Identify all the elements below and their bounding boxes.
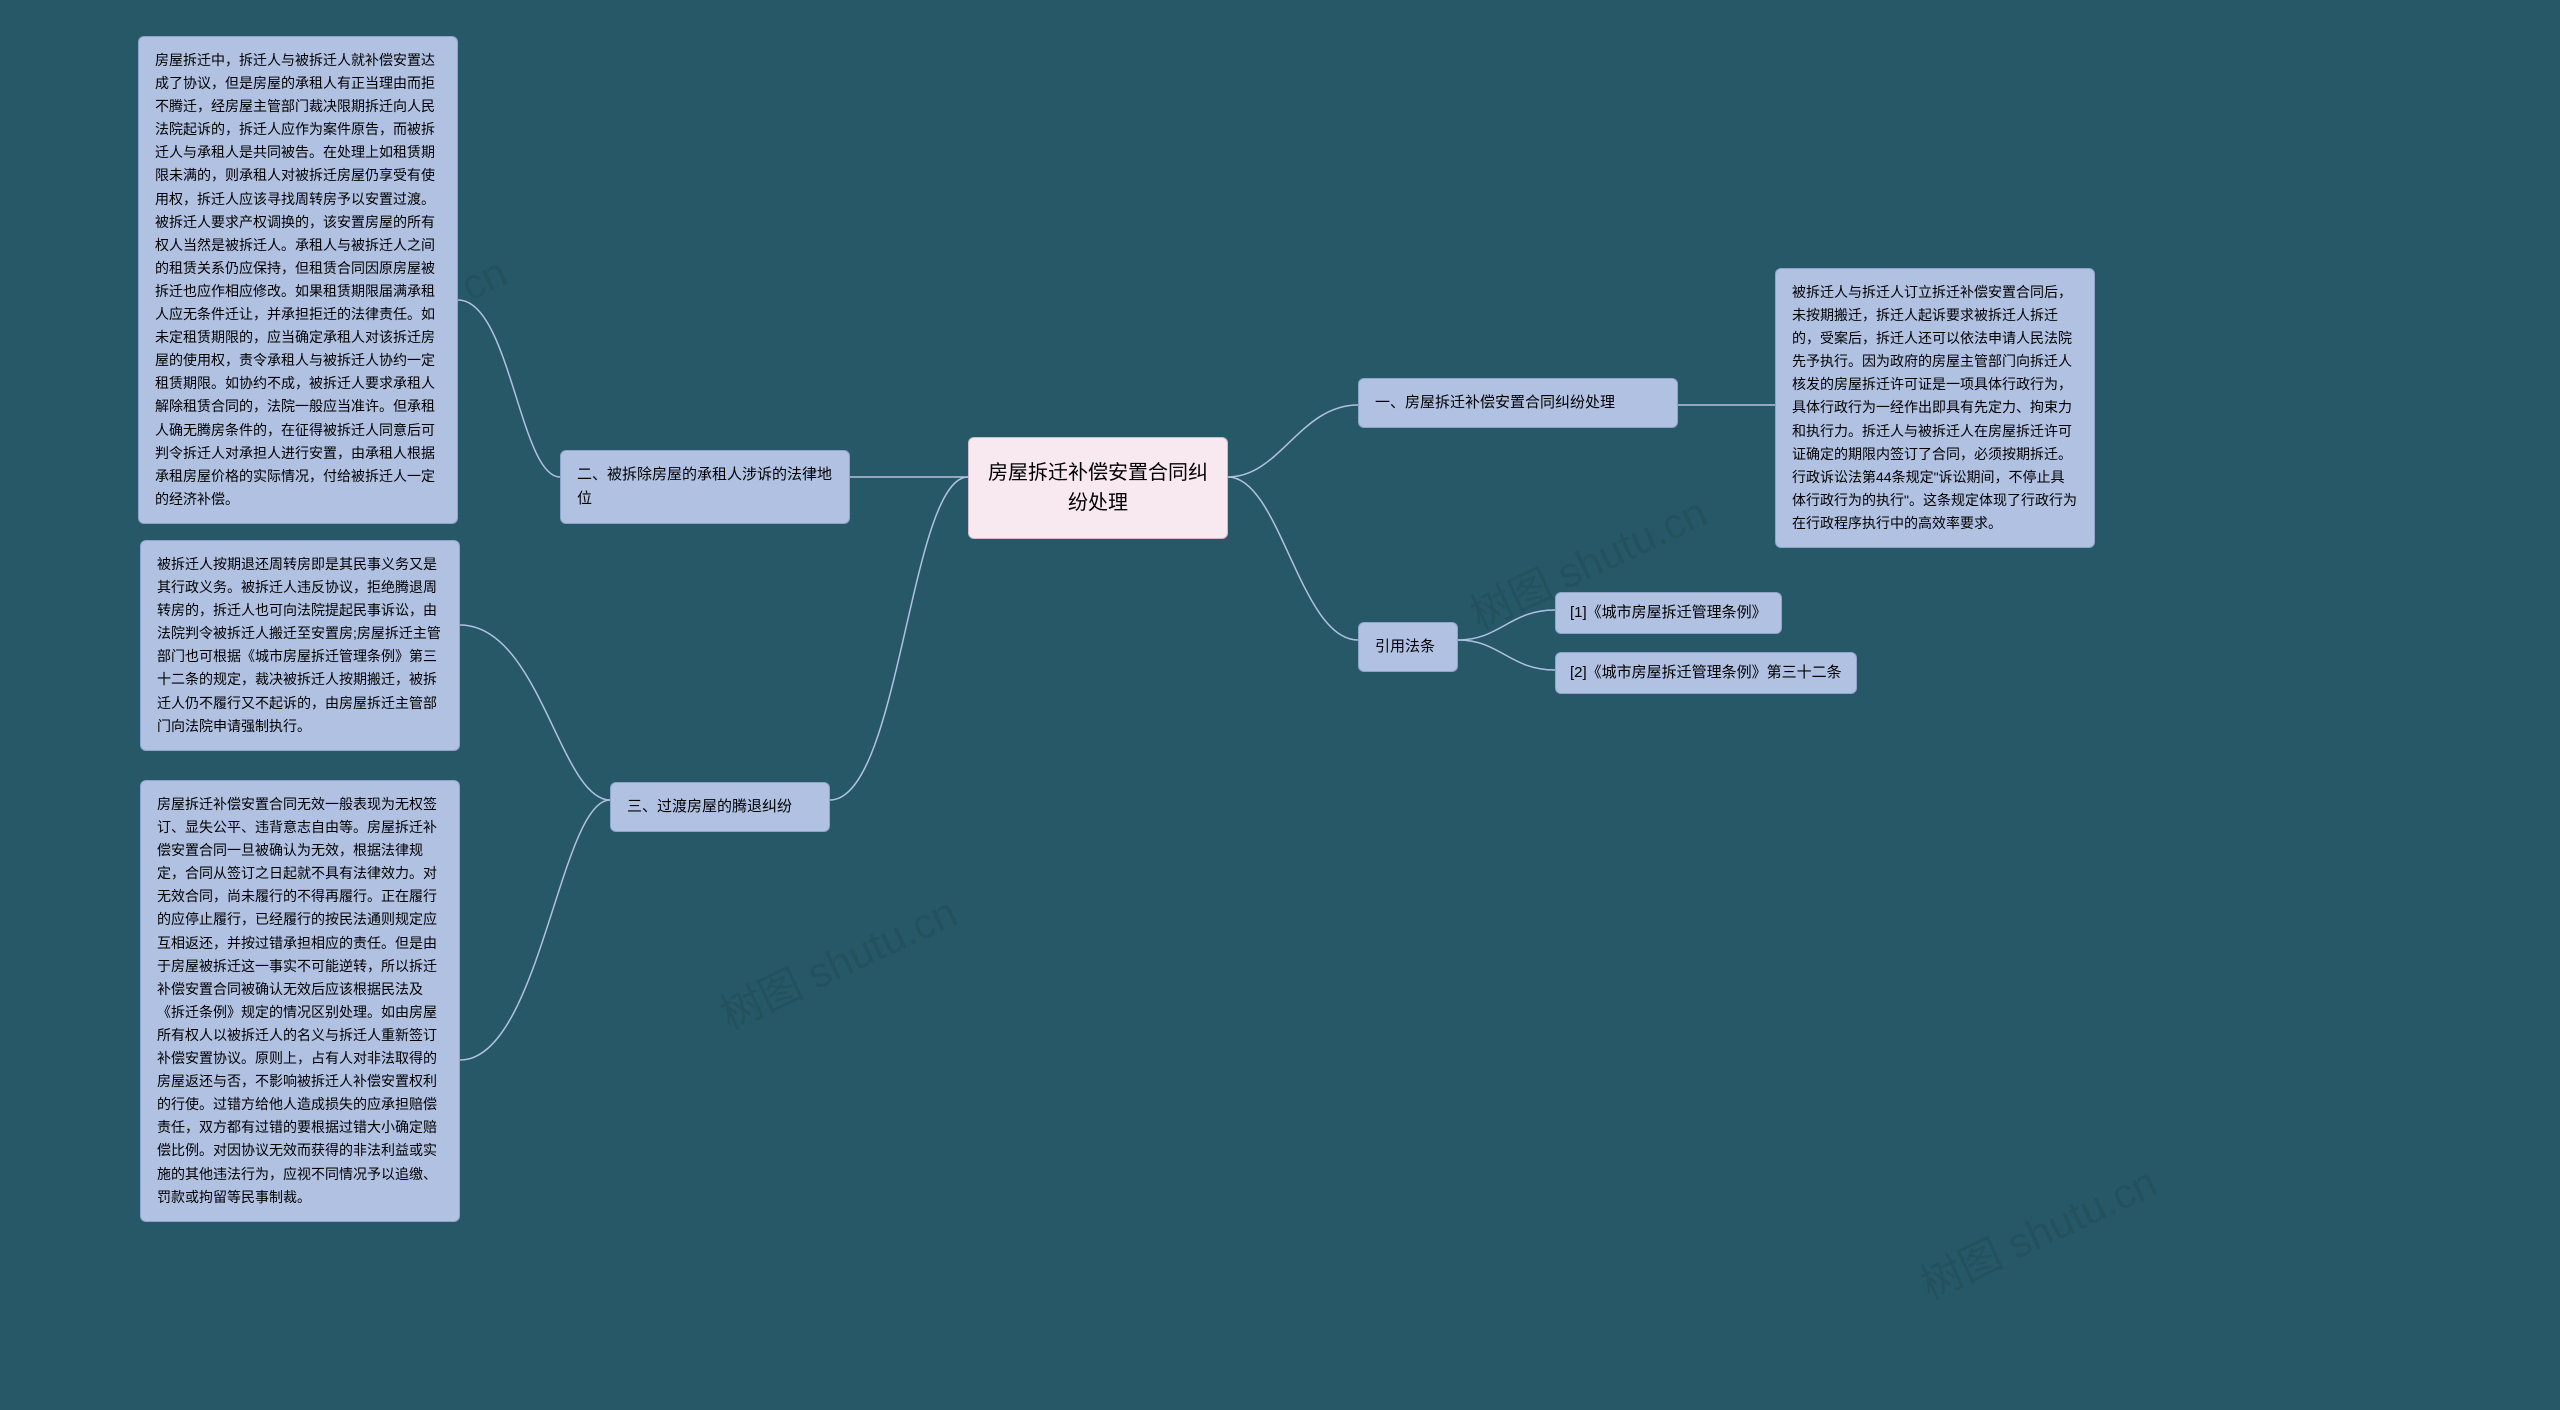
branch-node-3: 三、过渡房屋的腾退纠纷 bbox=[610, 782, 830, 832]
leaf-node-cite-1: [1]《城市房屋拆迁管理条例》 bbox=[1555, 592, 1782, 634]
leaf-node-3a: 被拆迁人按期退还周转房即是其民事义务又是其行政义务。被拆迁人违反协议，拒绝腾退周… bbox=[140, 540, 460, 751]
branch-node-2: 二、被拆除房屋的承租人涉诉的法律地位 bbox=[560, 450, 850, 524]
branch-node-1: 一、房屋拆迁补偿安置合同纠纷处理 bbox=[1358, 378, 1678, 428]
leaf-node-2: 房屋拆迁中，拆迁人与被拆迁人就补偿安置达成了协议，但是房屋的承租人有正当理由而拒… bbox=[138, 36, 458, 524]
leaf-node-cite-2: [2]《城市房屋拆迁管理条例》第三十二条 bbox=[1555, 652, 1857, 694]
branch-node-cite: 引用法条 bbox=[1358, 622, 1458, 672]
watermark: 树图 shutu.cn bbox=[709, 879, 965, 1042]
watermark: 树图 shutu.cn bbox=[1909, 1149, 2165, 1312]
leaf-node-3b: 房屋拆迁补偿安置合同无效一般表现为无权签订、显失公平、违背意志自由等。房屋拆迁补… bbox=[140, 780, 460, 1222]
leaf-node-1: 被拆迁人与拆迁人订立拆迁补偿安置合同后，未按期搬迁，拆迁人起诉要求被拆迁人拆迁的… bbox=[1775, 268, 2095, 548]
center-node: 房屋拆迁补偿安置合同纠纷处理 bbox=[968, 437, 1228, 539]
